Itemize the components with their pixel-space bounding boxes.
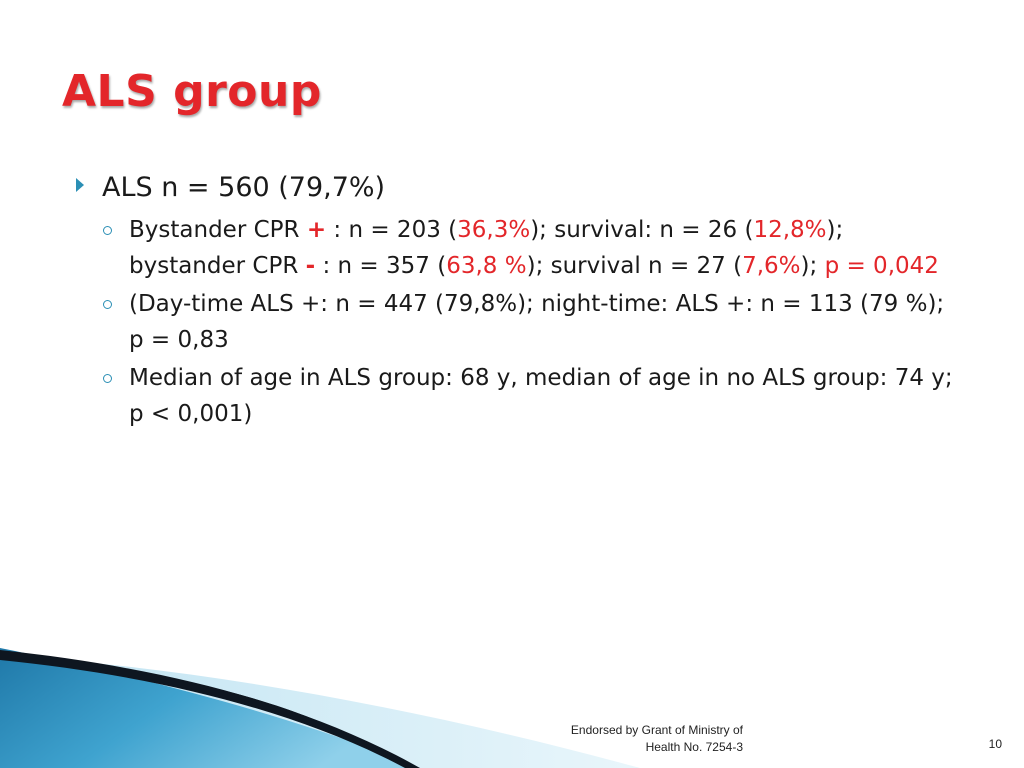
highlight-percent: 36,3% [457,217,531,243]
ring-bullet-icon [103,226,112,235]
ring-bullet-icon [103,300,112,309]
page-number: 10 [988,737,1002,751]
dark-swoosh [0,650,420,768]
sub-bullet-list: Bystander CPR + : n = 203 (36,3%); survi… [103,212,976,432]
bullet-level1: ALS n = 560 (79,7%) [76,170,976,206]
sub-bullet-text: Median of age in ALS group: 68 y, median… [129,365,953,427]
footer-line-1: Endorsed by Grant of Ministry of [570,723,743,737]
footer-line-2: Health No. 7254-3 [645,740,743,754]
sub-bullet-median-age: Median of age in ALS group: 68 y, median… [103,360,976,432]
triangle-arrow-icon [76,178,84,192]
highlight-percent: 12,8% [753,217,827,243]
sub-bullet-text: (Day-time ALS +: n = 447 (79,8%); night-… [129,291,945,353]
blue-wave [0,648,420,768]
slide-content: ALS n = 560 (79,7%) Bystander CPR + : n … [76,170,976,434]
bullet-text-als-count: ALS n = 560 (79,7%) [102,172,386,203]
sub-bullet-text: Bystander CPR + : n = 203 (36,3%); survi… [129,212,959,284]
text-fragment: : n = 203 ( [326,217,458,243]
text-fragment: ); survival n = 27 ( [526,253,743,279]
highlight-percent: 7,6% [742,253,801,279]
ring-bullet-icon [103,374,112,383]
plus-sign: + [306,217,327,243]
text-fragment: ); bystander CPR [129,217,844,279]
slide-title: ALS group [62,66,322,117]
highlight-p-value: p = 0,042 [824,253,939,279]
sub-bullet-daytime: (Day-time ALS +: n = 447 (79,8%); night-… [103,286,976,358]
text-fragment: : n = 357 ( [315,253,447,279]
text-fragment: ); survival: n = 26 ( [530,217,754,243]
dark-swoosh-2 [60,661,330,726]
minus-sign: - [305,253,316,279]
text-fragment: ); [800,253,825,279]
text-fragment: Bystander CPR [129,217,307,243]
footer-endorsement: Endorsed by Grant of Ministry of Health … [500,722,743,756]
sub-bullet-bystander: Bystander CPR + : n = 203 (36,3%); survi… [103,212,976,284]
highlight-percent: 63,8 % [446,253,527,279]
